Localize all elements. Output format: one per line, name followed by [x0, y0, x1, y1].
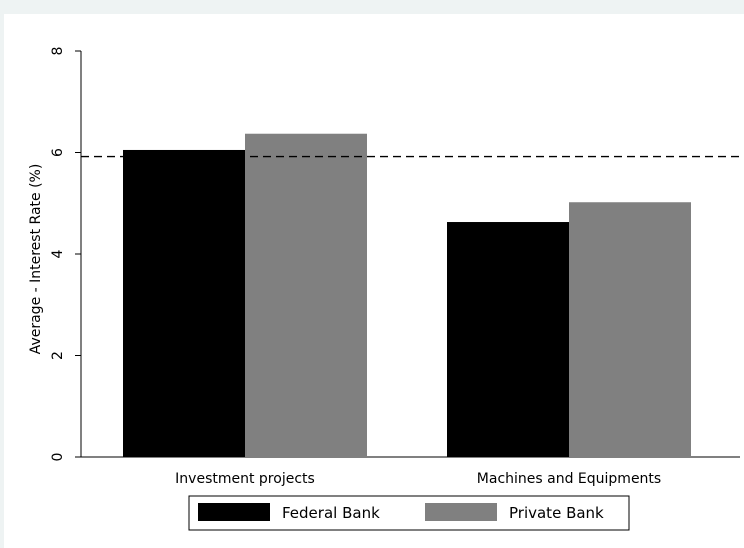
y-axis-title: Average - Interest Rate (%)	[28, 164, 44, 355]
x-tick-labels: Investment projects Machines and Equipmen…	[175, 471, 661, 487]
y-tick-label: 8	[50, 47, 66, 56]
legend-swatch-private-bank	[425, 503, 497, 521]
legend-swatch-federal-bank	[198, 503, 270, 521]
legend: Federal Bank Private Bank	[188, 495, 630, 531]
bar-private-bank-1	[569, 202, 691, 457]
y-tick-label: 4	[50, 249, 66, 258]
bar-federal-bank-0	[123, 149, 245, 457]
legend-label: Federal Bank	[282, 504, 380, 522]
x-tick-label: Investment projects	[175, 471, 315, 487]
chart-frame: 0 2 4 6 8 Investment projects Machines and Eq…	[4, 14, 744, 548]
x-tick-label: Machines and Equipments	[477, 471, 661, 487]
legend-label: Private Bank	[509, 504, 604, 522]
y-tick-label: 6	[50, 148, 66, 157]
y-tick-label: 2	[50, 351, 66, 360]
bar-private-bank-0	[245, 133, 367, 457]
bars	[123, 133, 691, 457]
bar-federal-bank-1	[447, 222, 569, 457]
bar-chart: 0 2 4 6 8 Investment projects Machines and Eq…	[28, 47, 740, 531]
y-tick-label: 0	[50, 453, 66, 462]
